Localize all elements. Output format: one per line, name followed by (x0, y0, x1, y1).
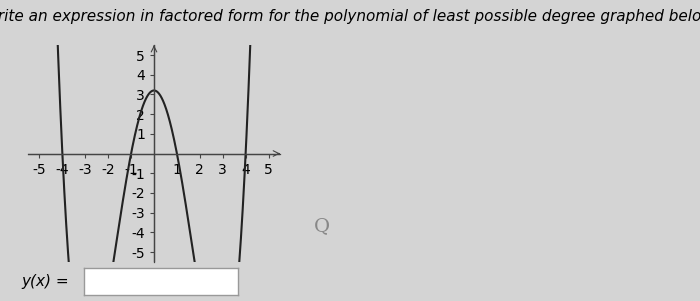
Text: y(x) =: y(x) = (21, 274, 69, 289)
Text: Write an expression in factored form for the polynomial of least possible degree: Write an expression in factored form for… (0, 9, 700, 24)
Text: Q: Q (314, 217, 330, 235)
